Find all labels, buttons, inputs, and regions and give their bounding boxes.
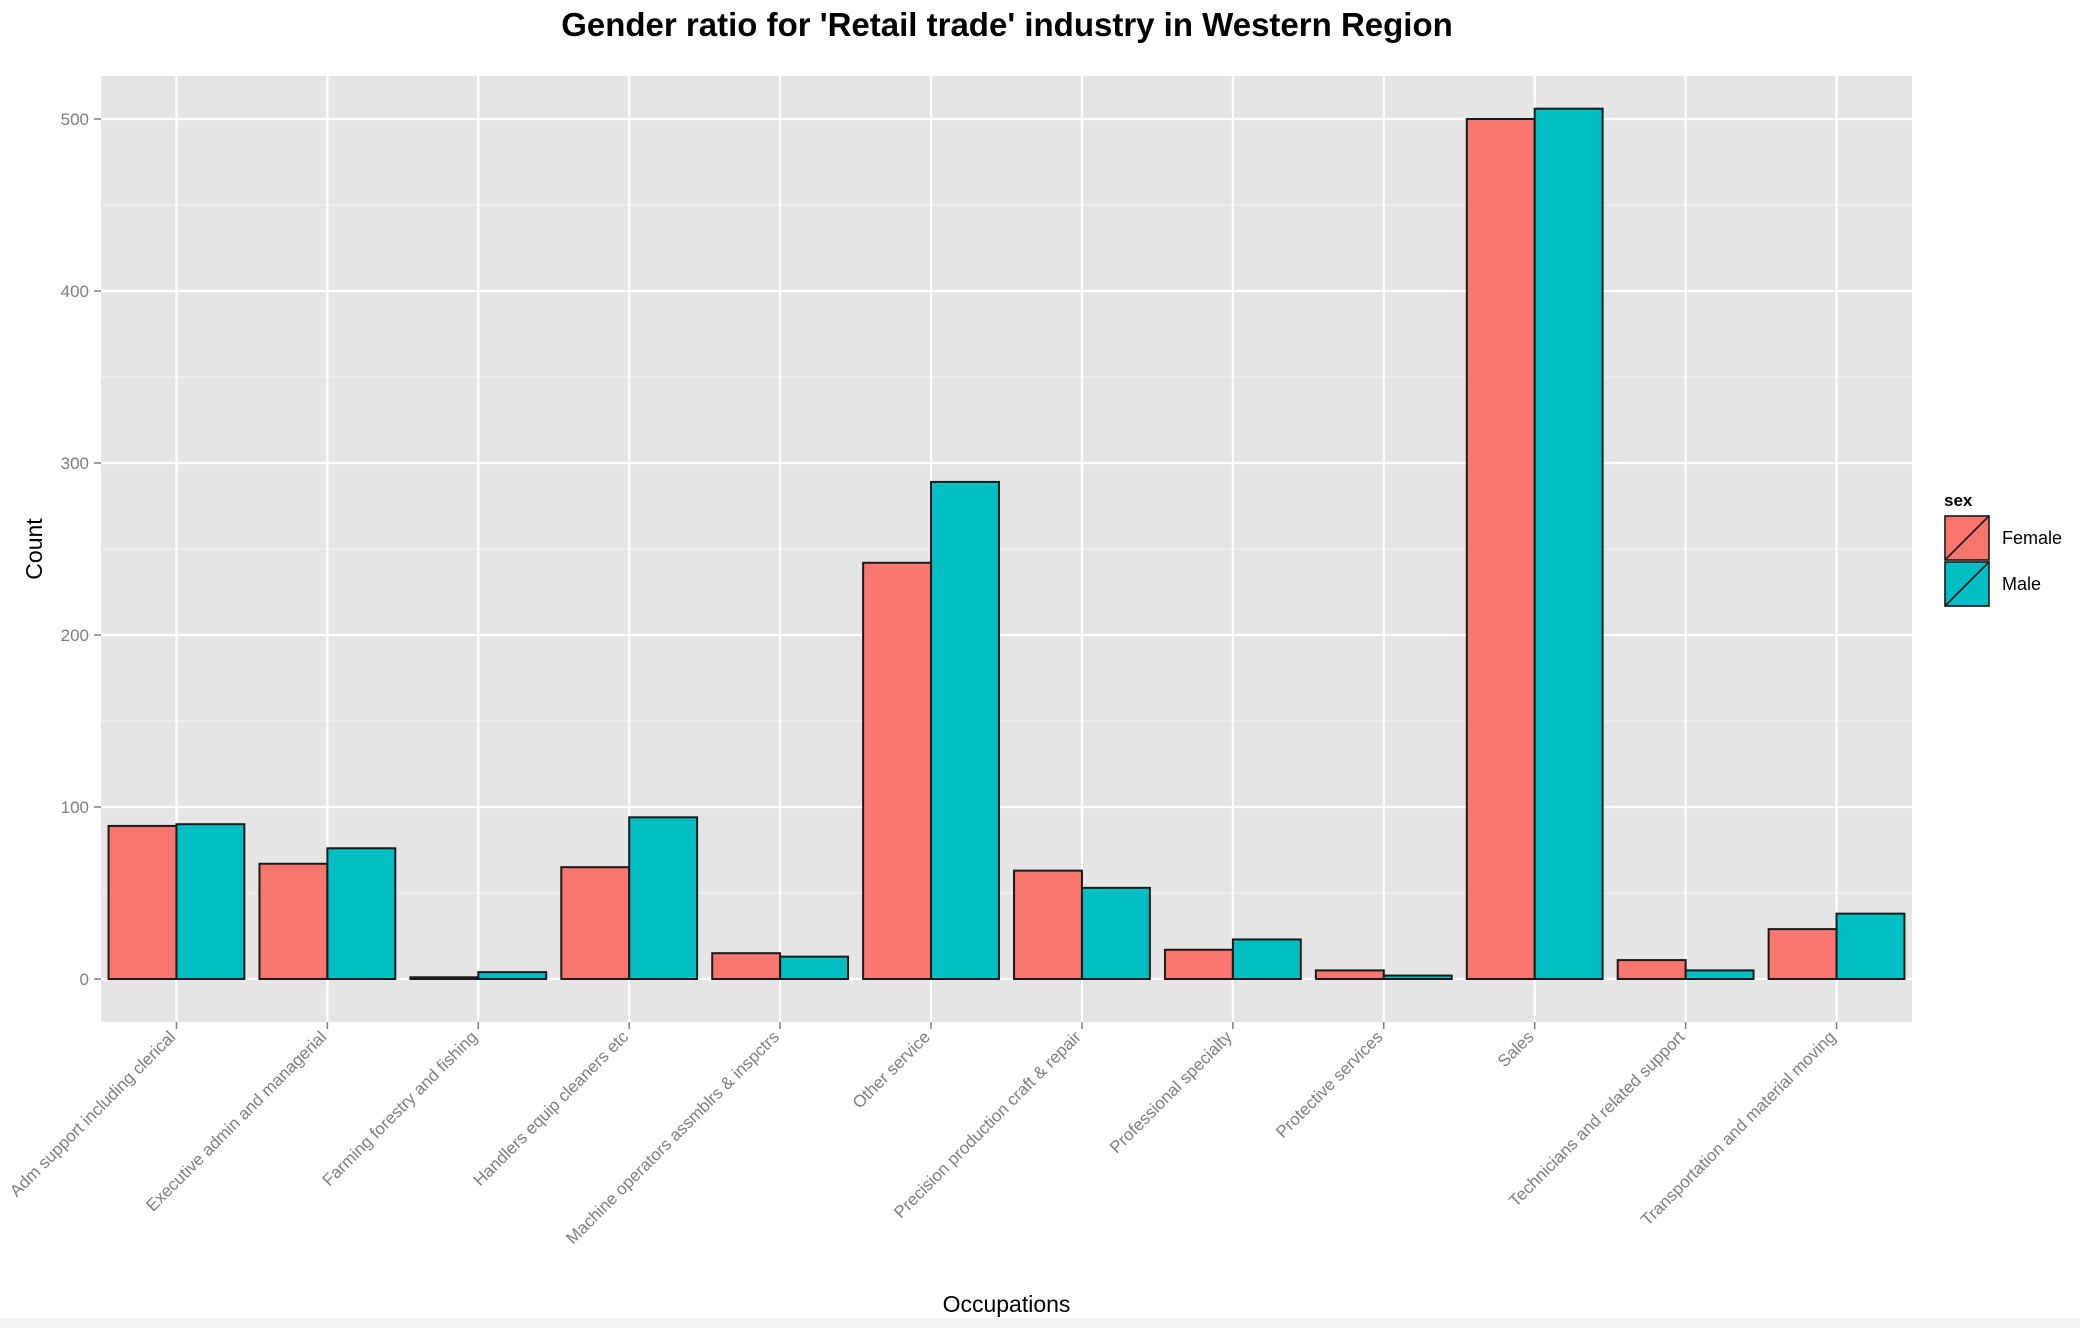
y-tick-label: 300 xyxy=(61,454,89,473)
x-tick-label: Adm support including clerical xyxy=(6,1027,179,1200)
bar-female-5 xyxy=(862,561,933,980)
y-tick-label: 200 xyxy=(61,626,89,645)
legend-label-male: Male xyxy=(2002,574,2041,594)
x-axis-title: Occupations xyxy=(943,1291,1071,1317)
y-axis: 0 100 200 300 400 500 xyxy=(61,110,101,989)
bar-female-4 xyxy=(711,952,782,981)
x-tick-label: Precision production craft & repair xyxy=(890,1027,1085,1222)
bar-female-7 xyxy=(1163,948,1234,981)
legend-key-slash xyxy=(1944,515,1990,561)
bar-female-9 xyxy=(1465,118,1536,980)
y-tick-label: 500 xyxy=(61,110,89,129)
x-tick-label: Technicians and related support xyxy=(1505,1027,1688,1210)
bar-female-10 xyxy=(1616,959,1687,981)
y-axis-title: Count xyxy=(21,518,47,580)
bar-male-1 xyxy=(326,847,397,981)
bar-male-0 xyxy=(175,823,246,981)
legend-title: sex xyxy=(1944,491,1973,510)
x-tick-label: Other service xyxy=(849,1027,934,1112)
bar-female-8 xyxy=(1314,969,1385,981)
y-tick-label: 0 xyxy=(80,970,89,989)
bars xyxy=(107,107,1906,981)
x-tick-label: Handlers equip cleaners etc xyxy=(470,1027,633,1190)
legend: sex Female Male xyxy=(1944,491,2062,607)
bar-male-7 xyxy=(1231,938,1302,981)
bar-male-8 xyxy=(1382,974,1453,980)
x-axis: Adm support including clericalExecutive … xyxy=(6,1022,1839,1248)
bar-male-2 xyxy=(477,971,548,980)
x-tick-label: Farming forestry and fishing xyxy=(319,1027,481,1189)
bar-female-0 xyxy=(107,824,178,980)
bar-male-10 xyxy=(1684,969,1755,981)
x-tick-label: Professional specialty xyxy=(1106,1027,1236,1157)
bar-female-6 xyxy=(1013,869,1083,981)
bar-male-3 xyxy=(628,816,699,980)
legend-label-female: Female xyxy=(2002,528,2062,548)
x-tick-label: Executive admin and managerial xyxy=(142,1027,330,1215)
legend-key-slash xyxy=(1944,561,1990,607)
x-tick-label: Sales xyxy=(1494,1027,1538,1071)
bar-female-3 xyxy=(560,866,631,981)
bar-male-9 xyxy=(1533,107,1604,981)
bar-male-5 xyxy=(930,480,1000,980)
x-tick-label: Protective services xyxy=(1272,1027,1386,1141)
bar-male-6 xyxy=(1080,886,1151,981)
bar-female-2 xyxy=(409,976,480,981)
bar-female-11 xyxy=(1767,928,1838,980)
bar-female-1 xyxy=(258,862,329,981)
window-bottom-edge xyxy=(0,1318,2080,1328)
y-tick-label: 100 xyxy=(61,798,89,817)
y-tick-label: 400 xyxy=(61,282,89,301)
grid-major xyxy=(101,76,1912,1022)
grid-minor xyxy=(101,204,1912,894)
bar-male-11 xyxy=(1835,912,1906,981)
chart-title: Gender ratio for 'Retail trade' industry… xyxy=(561,6,1453,43)
bar-male-4 xyxy=(779,955,850,981)
